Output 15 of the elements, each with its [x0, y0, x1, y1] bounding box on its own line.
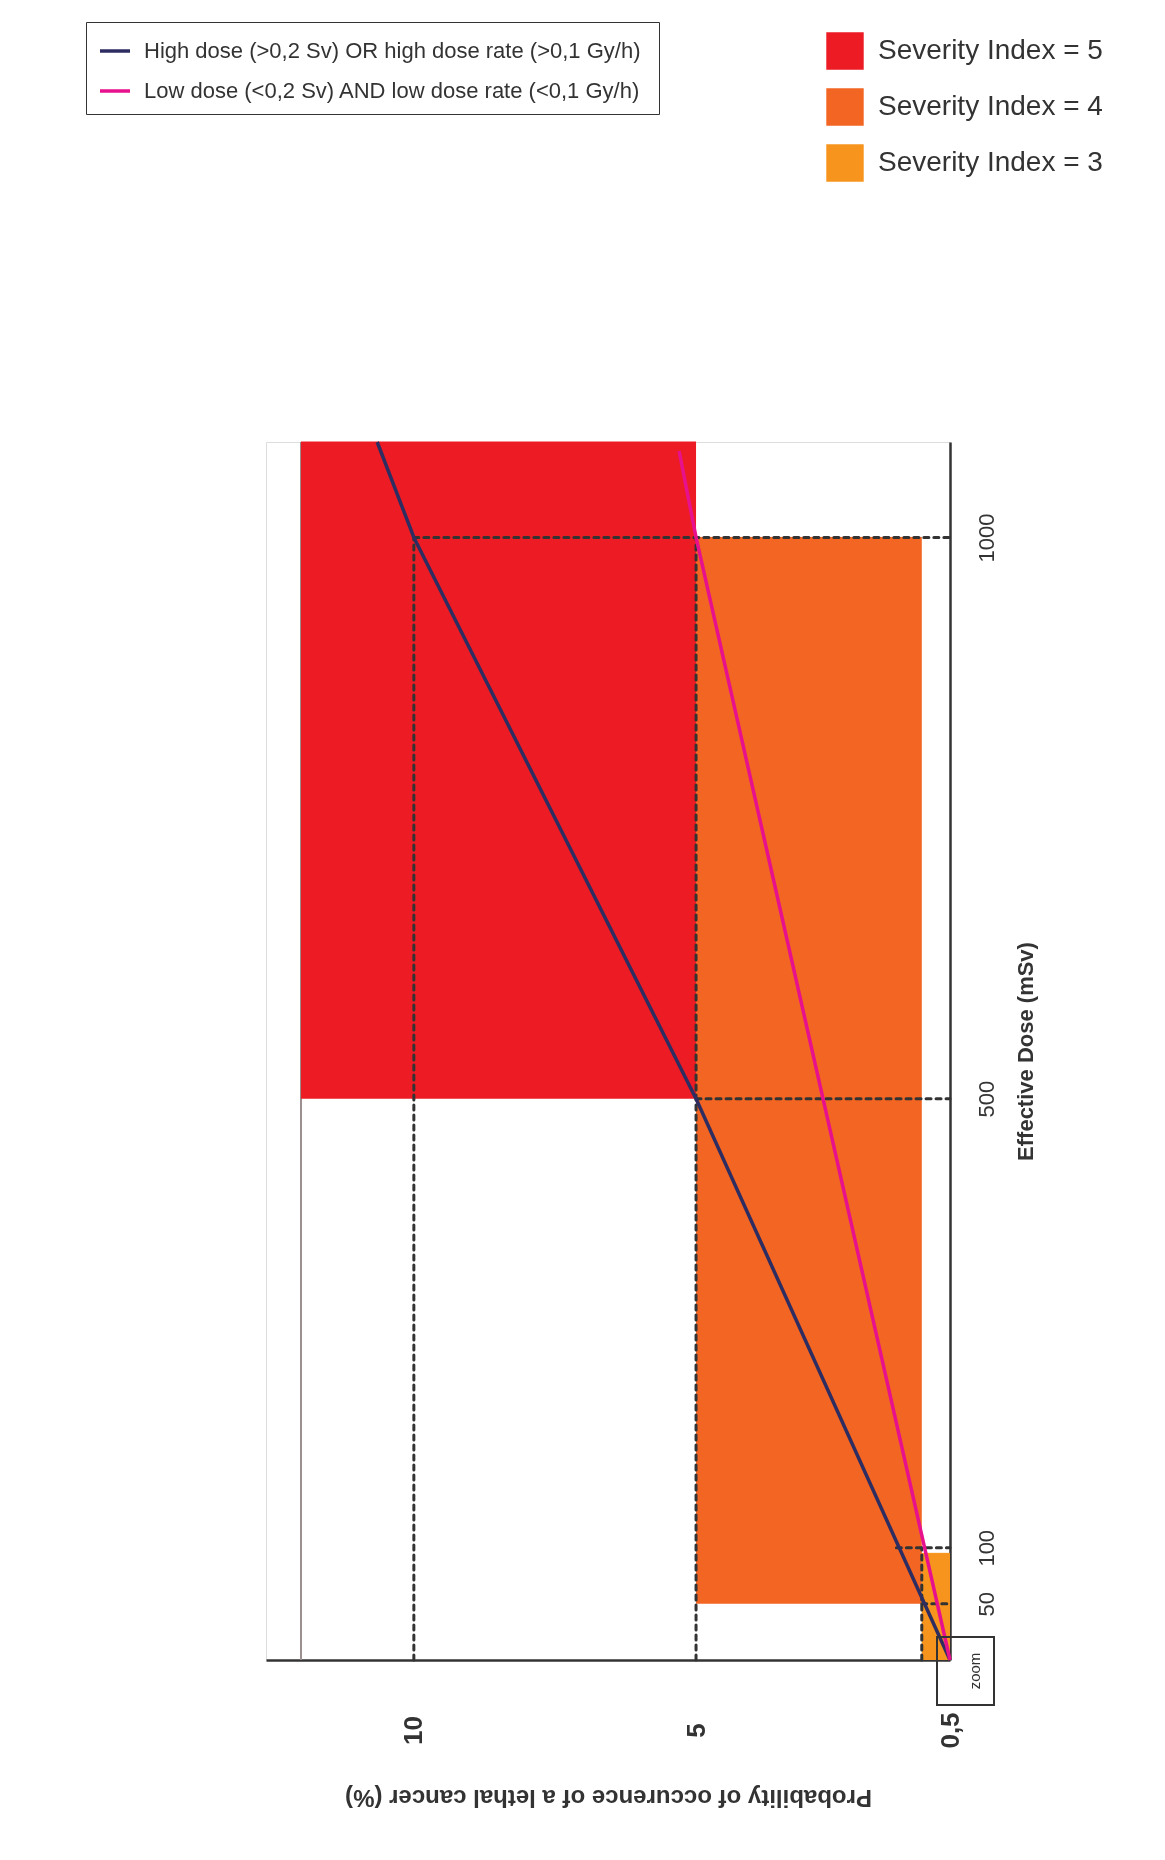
legend-label: Severity Index = 4 — [878, 90, 1103, 121]
y-tick-label: 50 — [973, 1592, 999, 1617]
x-tick-label: 5 — [680, 1723, 711, 1738]
x-axis-title: Probability of occurence of a lethal cancer (%) — [345, 1784, 872, 1812]
y-tick-label: 500 — [973, 1080, 999, 1118]
x-tick-label: 10 — [398, 1716, 429, 1745]
legend-label: High dose (>0,2 Sv) OR high dose rate (>0,1 Gy/h) — [144, 38, 641, 63]
x-tick-label: 0,5 — [934, 1712, 965, 1749]
y-axis-title: Effective Dose (mSv) — [1012, 942, 1038, 1161]
text: zoom — [966, 1652, 983, 1690]
legend-label: Severity Index = 3 — [878, 146, 1103, 177]
y-tick-label: 1000 — [973, 513, 999, 563]
y-tick-label: 100 — [973, 1529, 999, 1567]
legend-label: Low dose (<0,2 Sv) AND low dose rate (<0,1 Gy/h) — [144, 78, 640, 103]
legend-label: Severity Index = 5 — [878, 34, 1103, 65]
